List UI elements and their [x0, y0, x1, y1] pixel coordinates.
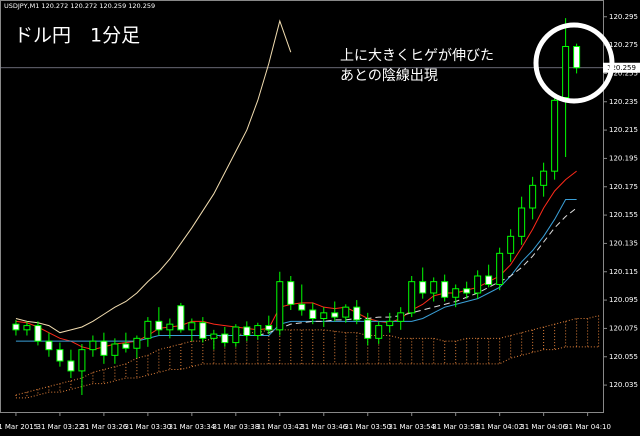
candle-body [100, 340, 108, 356]
candle-body [573, 46, 581, 69]
candle-body [485, 275, 493, 285]
y-tick-label: 120.275 [609, 41, 638, 49]
candle-body [540, 170, 548, 186]
price-label-box [603, 62, 640, 73]
candle-body [518, 207, 526, 237]
candle-body [463, 288, 471, 294]
candle-body [386, 320, 394, 327]
candle-body [276, 281, 284, 331]
candle-body [529, 184, 537, 209]
x-tick-label: 31 Mar 03:42 [256, 423, 303, 431]
candle-body [177, 305, 185, 331]
candle-body [364, 319, 372, 339]
candle-body [474, 275, 482, 294]
y-tick-label: 120.235 [609, 98, 638, 106]
candle-body [12, 323, 20, 331]
x-tick-label: 31 Mar 03:34 [168, 423, 215, 431]
candle-body [441, 281, 449, 298]
x-tick-label: 31 Mar 04:10 [564, 423, 611, 431]
indicator-line [15, 170, 577, 351]
candle-body [287, 281, 295, 305]
candle-body [221, 333, 229, 344]
x-tick-label: 31 Mar 03:38 [212, 423, 259, 431]
candle-body [89, 340, 97, 351]
annotation: 上に大きくヒゲが伸びた [340, 48, 494, 64]
candle-body [331, 312, 339, 318]
candle-body [166, 323, 174, 331]
x-tick-label: 31 Mar 03:46 [300, 423, 347, 431]
y-tick-label: 120.215 [609, 126, 638, 134]
candle-body [298, 303, 306, 311]
indicator-line [15, 199, 577, 342]
candle-body [111, 343, 119, 356]
candle-body [199, 322, 207, 339]
candle-body [210, 333, 218, 339]
candle-body [78, 349, 86, 372]
y-tick-label: 120.075 [609, 324, 638, 332]
y-tick-label: 120.055 [609, 353, 638, 361]
x-tick-label: 31 Mar 03:54 [388, 423, 435, 431]
candle-body [133, 337, 141, 349]
candle-body [155, 320, 163, 331]
x-tick-label: 31 Mar 03:30 [124, 423, 171, 431]
candle-body [375, 325, 383, 339]
candle-body [232, 326, 240, 344]
y-tick-label: 120.175 [609, 183, 638, 191]
candle-body [408, 281, 416, 314]
candle-body [419, 281, 427, 294]
y-tick-label: 120.035 [609, 381, 638, 389]
candle-body [144, 320, 152, 339]
candle-body [507, 235, 515, 254]
x-tick-label: 31 Mar 2015 [0, 423, 38, 431]
annotation: あとの陰線出現 [340, 68, 438, 84]
candle-body [430, 281, 438, 294]
candle-body [34, 325, 42, 342]
candle-body [496, 252, 504, 285]
candle-body [397, 312, 405, 322]
x-tick-label: 31 Mar 03:50 [344, 423, 391, 431]
plot-frame [0, 0, 604, 413]
y-tick-label: 120.115 [609, 268, 638, 276]
candle-body [452, 288, 460, 298]
indicator-line [15, 19, 292, 334]
candle-body [254, 325, 262, 337]
candle-body [188, 322, 196, 331]
candle-body [320, 312, 328, 320]
y-tick-label: 120.135 [609, 239, 638, 247]
x-tick-label: 31 Mar 03:26 [81, 423, 128, 431]
y-tick-label: 120.195 [609, 154, 638, 162]
x-tick-label: 31 Mar 04:06 [520, 423, 567, 431]
chart-title: ドル円 1分足 [14, 25, 140, 47]
candle-body [342, 306, 350, 318]
candle-body [562, 46, 570, 98]
y-tick-label: 120.255 [609, 69, 638, 77]
candle-body [56, 349, 64, 362]
y-tick-label: 120.095 [609, 296, 638, 304]
x-tick-label: 31 Mar 03:22 [37, 423, 84, 431]
candle-body [551, 99, 559, 172]
candle-body [243, 326, 251, 336]
x-tick-label: 31 Mar 03:58 [432, 423, 479, 431]
candle-body [353, 306, 361, 321]
x-tick-label: 31 Mar 04:02 [476, 423, 523, 431]
candle-body [23, 325, 31, 331]
candle-body [309, 309, 317, 319]
candle-body [67, 360, 75, 372]
header: USDJPY,M1 120.272 120.272 120.259 120.25… [4, 2, 155, 10]
highlight-circle [533, 22, 615, 104]
candle-body [265, 325, 273, 331]
y-tick-label: 120.295 [609, 13, 638, 21]
indicator-line [257, 207, 577, 336]
candle-body [45, 340, 53, 351]
cloud-edge [15, 346, 599, 399]
candle-body [122, 343, 130, 349]
price-label: 120.259 [607, 64, 636, 72]
y-tick-label: 120.155 [609, 211, 638, 219]
